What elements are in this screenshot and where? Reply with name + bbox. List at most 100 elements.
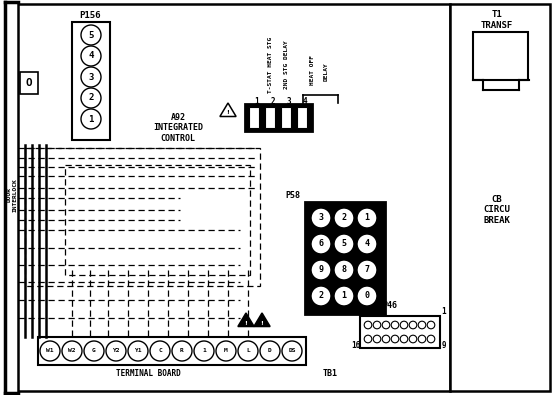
Text: Y1: Y1 — [134, 348, 142, 354]
Text: W1: W1 — [46, 348, 54, 354]
Circle shape — [128, 341, 148, 361]
Circle shape — [334, 208, 354, 228]
Text: TB1: TB1 — [322, 369, 337, 378]
Text: CB
CIRCU
BREAK: CB CIRCU BREAK — [484, 195, 510, 225]
Polygon shape — [238, 313, 254, 327]
Text: 8: 8 — [341, 265, 346, 275]
Circle shape — [216, 341, 236, 361]
Circle shape — [334, 286, 354, 306]
Text: DS: DS — [288, 348, 296, 354]
Text: G: G — [92, 348, 96, 354]
Polygon shape — [254, 313, 270, 327]
Bar — [305, 202, 385, 314]
Bar — [20, 72, 38, 94]
Text: 1: 1 — [365, 214, 370, 222]
Circle shape — [334, 234, 354, 254]
Text: P46: P46 — [382, 301, 398, 310]
Circle shape — [40, 341, 60, 361]
Text: A92
INTEGRATED
CONTROL: A92 INTEGRATED CONTROL — [153, 113, 203, 143]
Text: R: R — [180, 348, 184, 354]
Bar — [473, 32, 528, 80]
Circle shape — [427, 321, 435, 329]
Text: O: O — [25, 78, 32, 88]
Text: T-STAT HEAT STG: T-STAT HEAT STG — [268, 37, 273, 93]
Text: 4: 4 — [365, 239, 370, 248]
Bar — [249, 107, 259, 128]
Circle shape — [364, 335, 372, 343]
Circle shape — [81, 88, 101, 108]
Bar — [72, 22, 110, 140]
Bar — [450, 4, 550, 391]
Text: 5: 5 — [341, 239, 346, 248]
Circle shape — [150, 341, 170, 361]
Circle shape — [391, 335, 399, 343]
Text: 9: 9 — [442, 342, 447, 350]
Circle shape — [373, 321, 381, 329]
Circle shape — [311, 208, 331, 228]
Circle shape — [81, 67, 101, 87]
Circle shape — [418, 321, 426, 329]
Circle shape — [260, 341, 280, 361]
Text: 2: 2 — [88, 94, 94, 102]
Text: 6: 6 — [319, 239, 324, 248]
Text: 2: 2 — [341, 214, 346, 222]
Text: 4: 4 — [88, 51, 94, 60]
Circle shape — [382, 321, 390, 329]
Circle shape — [311, 234, 331, 254]
Text: 7: 7 — [365, 265, 370, 275]
Circle shape — [106, 341, 126, 361]
Circle shape — [418, 335, 426, 343]
Text: 1: 1 — [341, 292, 346, 301]
Text: 1: 1 — [442, 307, 447, 316]
Circle shape — [238, 341, 258, 361]
Circle shape — [357, 286, 377, 306]
Text: 8: 8 — [353, 307, 358, 316]
Circle shape — [334, 260, 354, 280]
Text: 1: 1 — [202, 348, 206, 354]
Text: L: L — [246, 348, 250, 354]
Text: 5: 5 — [88, 30, 94, 40]
Text: Y2: Y2 — [112, 348, 120, 354]
Bar — [360, 316, 440, 348]
Text: 1: 1 — [255, 96, 259, 105]
Text: M: M — [224, 348, 228, 354]
Text: 2ND STG DELAY: 2ND STG DELAY — [285, 41, 290, 89]
Text: D: D — [268, 348, 272, 354]
Circle shape — [373, 335, 381, 343]
Text: 4: 4 — [302, 96, 307, 105]
Circle shape — [357, 208, 377, 228]
Text: 0: 0 — [365, 292, 370, 301]
Bar — [25, 148, 260, 286]
Circle shape — [62, 341, 82, 361]
Circle shape — [357, 260, 377, 280]
Text: DELAY: DELAY — [324, 63, 329, 81]
Text: 9: 9 — [319, 265, 324, 275]
Bar — [245, 104, 312, 131]
Text: P58: P58 — [285, 192, 300, 201]
Circle shape — [282, 341, 302, 361]
Text: P156: P156 — [79, 11, 101, 21]
Circle shape — [364, 321, 372, 329]
Text: HEAT OFF: HEAT OFF — [310, 55, 315, 85]
Bar — [281, 107, 291, 128]
Circle shape — [400, 335, 408, 343]
Text: 16: 16 — [351, 342, 361, 350]
Circle shape — [382, 335, 390, 343]
Bar — [297, 107, 307, 128]
Circle shape — [194, 341, 214, 361]
Circle shape — [81, 46, 101, 66]
Circle shape — [311, 286, 331, 306]
Text: 1: 1 — [88, 115, 94, 124]
Circle shape — [400, 321, 408, 329]
Circle shape — [357, 234, 377, 254]
Text: DOOR
INTERLOCK: DOOR INTERLOCK — [7, 178, 17, 212]
Text: 2: 2 — [271, 96, 275, 105]
Text: !: ! — [244, 321, 248, 326]
Circle shape — [84, 341, 104, 361]
Circle shape — [81, 109, 101, 129]
Bar — [38, 337, 306, 365]
Circle shape — [172, 341, 192, 361]
Text: TERMINAL BOARD: TERMINAL BOARD — [116, 369, 181, 378]
Bar — [65, 165, 250, 275]
Text: 3: 3 — [88, 73, 94, 81]
